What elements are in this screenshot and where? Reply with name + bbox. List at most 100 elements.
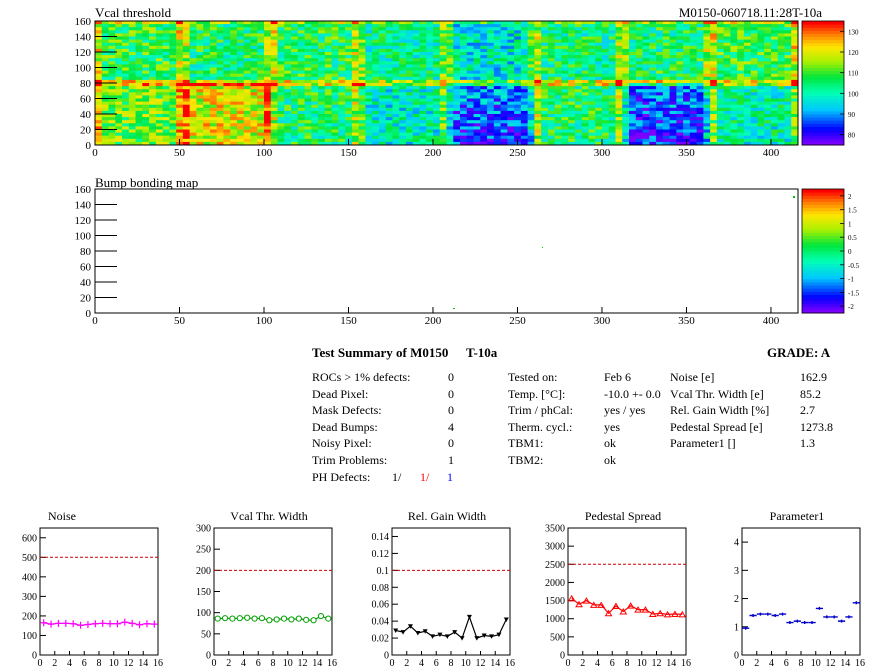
heat-cell: [365, 79, 373, 84]
heat-cell: [432, 83, 441, 87]
heat-cell: [291, 79, 299, 84]
heat-cell: [514, 98, 522, 102]
heat-cell: [155, 76, 163, 81]
heat-cell: [466, 52, 474, 56]
heat-cell: [345, 117, 353, 121]
heat-cell: [223, 86, 231, 90]
heat-cell: [263, 126, 272, 130]
heat-cell: [777, 76, 785, 81]
heat-cell: [250, 48, 258, 53]
heat-cell: [595, 120, 603, 124]
heat-cell: [223, 98, 231, 102]
heat-cell: [189, 52, 197, 56]
heat-cell: [507, 33, 515, 37]
heat-cell: [392, 76, 400, 81]
trend-line: [43, 621, 155, 626]
heat-cell: [737, 141, 745, 146]
heat-cell: [669, 98, 677, 102]
heat-cell: [142, 64, 150, 68]
heat-cell: [155, 114, 163, 118]
heat-cell: [304, 52, 312, 56]
heat-cell: [588, 132, 596, 137]
heat-cell: [601, 70, 610, 75]
heat-cell: [243, 24, 251, 28]
heat-cell: [601, 36, 610, 40]
heat-cell: [554, 138, 562, 143]
heat-cell: [642, 79, 650, 84]
heat-cell: [770, 45, 779, 50]
heat-cell: [176, 79, 184, 84]
heat-cell: [405, 120, 414, 124]
heat-cell: [520, 83, 529, 87]
heat-cell: [743, 138, 752, 143]
palette-band: [802, 294, 844, 298]
heat-cell: [372, 27, 380, 31]
heat-cell: [574, 129, 583, 133]
heat-cell: [311, 141, 319, 146]
data-point: [258, 615, 266, 622]
heat-cell: [750, 95, 758, 99]
heat-cell: [669, 101, 677, 106]
heat-cell: [561, 114, 569, 118]
heat-cell: [101, 83, 109, 87]
heat-cell: [223, 21, 231, 25]
heat-cell: [635, 117, 643, 121]
x-tick-label: 100: [256, 147, 273, 159]
heat-cell: [426, 114, 434, 118]
heat-cell: [378, 73, 387, 78]
heat-cell: [642, 114, 650, 118]
heat-cell: [757, 98, 765, 102]
heat-cell: [196, 110, 204, 115]
heat-cell: [757, 104, 765, 109]
heat-cell: [784, 79, 792, 84]
heat-cell: [372, 24, 380, 28]
heat-cell: [203, 39, 211, 44]
heat-cell: [169, 104, 177, 109]
heat-cell: [791, 107, 799, 112]
heat-cell: [595, 36, 603, 40]
heat-cell: [101, 27, 109, 31]
heat-cell: [534, 129, 542, 133]
heat-cell: [399, 107, 407, 112]
heat-cell: [189, 138, 197, 143]
heat-cell: [514, 21, 522, 25]
heat-cell: [216, 86, 224, 90]
heat-cell: [176, 73, 184, 78]
heat-cell: [439, 39, 447, 44]
y-tick-label: 200: [196, 566, 211, 577]
heat-cell: [176, 45, 184, 50]
heat-cell: [101, 129, 109, 133]
y-tick-label: 20: [80, 293, 92, 305]
heat-cell: [635, 135, 643, 140]
heat-cell: [554, 61, 562, 65]
heat-cell: [209, 36, 218, 40]
heat-cell: [399, 33, 407, 37]
heat-cell: [297, 98, 305, 102]
heat-cell: [189, 76, 197, 81]
heat-cell: [696, 61, 704, 65]
heat-cell: [385, 55, 393, 59]
heat-cell: [324, 98, 332, 102]
heat-cell: [460, 86, 468, 90]
heat-cell: [669, 141, 677, 146]
heat-cell: [500, 114, 508, 118]
heat-cell: [358, 95, 366, 99]
summary-label: TBM2:: [508, 453, 544, 467]
heat-cell: [304, 73, 312, 78]
heat-cell: [493, 138, 501, 143]
heat-cell: [358, 27, 366, 31]
heat-cell: [243, 76, 251, 81]
heat-cell: [257, 58, 265, 62]
heat-cell: [723, 70, 731, 75]
heat-cell: [108, 98, 116, 102]
heat-cell: [115, 114, 123, 118]
heat-cell: [142, 92, 150, 96]
heat-cell: [581, 21, 589, 25]
heat-cell: [703, 36, 711, 40]
x-tick-label: 4: [67, 658, 72, 669]
heat-cell: [331, 107, 339, 112]
heat-cell: [250, 107, 258, 112]
heat-cell: [351, 52, 360, 56]
heat-cell: [662, 70, 670, 75]
heat-cell: [770, 83, 779, 87]
